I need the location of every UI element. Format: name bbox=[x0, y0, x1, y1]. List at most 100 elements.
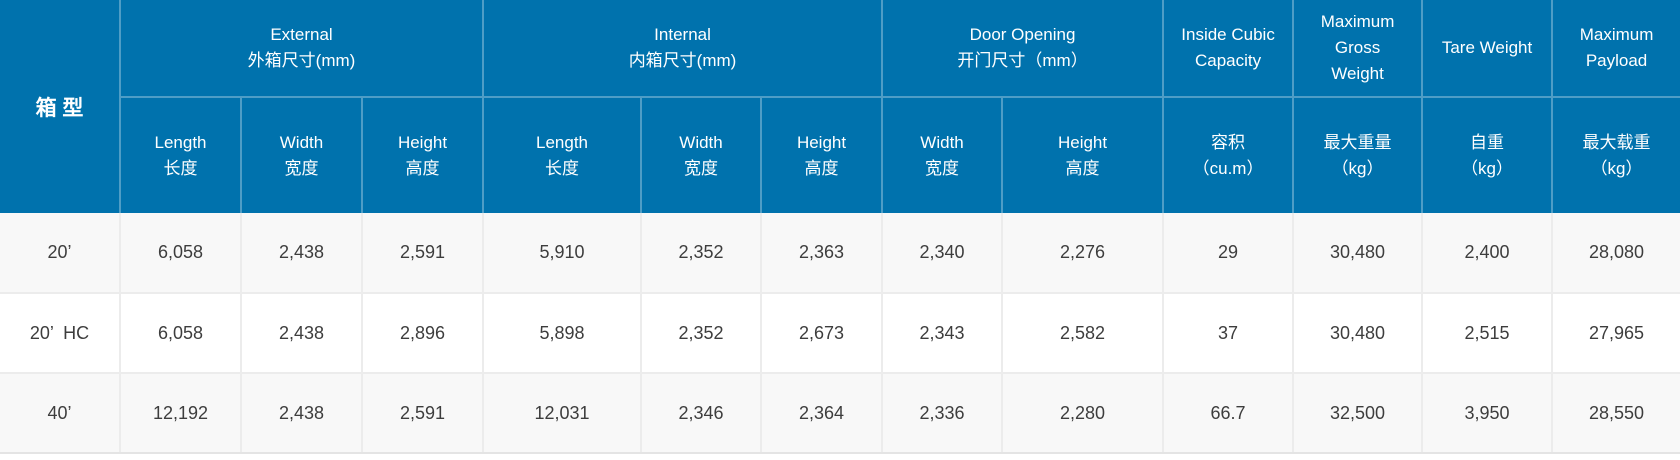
data-cell: 2,438 bbox=[240, 292, 362, 373]
data-cell: 2,438 bbox=[240, 372, 362, 454]
data-cell: 2,346 bbox=[640, 372, 762, 454]
group-label-en: External bbox=[270, 25, 333, 44]
row-type-cell: 20’ HC bbox=[0, 292, 120, 373]
data-cell: 6,058 bbox=[119, 213, 241, 293]
metric-label-en: Tare Weight bbox=[1441, 38, 1533, 57]
subcol-label-zh: 宽度 bbox=[925, 158, 960, 178]
metric-label-zh: 最大重量 bbox=[1323, 132, 1392, 152]
data-cell: 2,591 bbox=[360, 213, 484, 293]
metric-label-en: Maximum Payload bbox=[1579, 25, 1654, 70]
col-header-door-width: Width 宽度 bbox=[881, 96, 1003, 213]
col-header-box-type: 箱 型 bbox=[0, 0, 120, 213]
col-header-gross-weight-unit: 最大重量 （kg） bbox=[1292, 96, 1423, 213]
data-cell: 3,950 bbox=[1421, 372, 1553, 454]
data-cell: 2,400 bbox=[1421, 213, 1553, 293]
subcol-label-zh: 高度 bbox=[804, 158, 839, 178]
col-group-door-opening: Door Opening 开门尺寸（mm） bbox=[881, 0, 1164, 97]
data-cell: 27,965 bbox=[1551, 292, 1680, 373]
subcol-label-zh: 高度 bbox=[1065, 158, 1100, 178]
metric-label-zh: 最大载重 bbox=[1582, 132, 1651, 152]
table-body: 20’ 6,058 2,438 2,591 5,910 2,352 2,363 … bbox=[0, 213, 1680, 454]
data-cell: 32,500 bbox=[1292, 372, 1423, 454]
data-cell: 2,343 bbox=[881, 292, 1003, 373]
col-header-maximum-payload: Maximum Payload bbox=[1551, 0, 1680, 97]
metric-label-zh: 容积 bbox=[1211, 132, 1246, 152]
table-row-40ft: 40’ 12,192 2,438 2,591 12,031 2,346 2,36… bbox=[0, 372, 1680, 454]
col-header-internal-length: Length 长度 bbox=[482, 96, 642, 213]
metric-unit: （kg） bbox=[1590, 158, 1643, 178]
sub-header-row: Length 长度 Width 宽度 Height 高度 Length 长度 W… bbox=[0, 96, 1680, 213]
col-group-internal: Internal 内箱尺寸(mm) bbox=[482, 0, 883, 97]
data-cell: 2,591 bbox=[360, 372, 484, 454]
data-cell: 5,910 bbox=[482, 213, 642, 293]
data-cell: 2,582 bbox=[1001, 292, 1164, 373]
group-label-en: Internal bbox=[654, 25, 711, 44]
subcol-label-en: Height bbox=[397, 132, 448, 152]
data-cell: 5,898 bbox=[482, 292, 642, 373]
table-row-20ft-hc: 20’ HC 6,058 2,438 2,896 5,898 2,352 2,6… bbox=[0, 292, 1680, 373]
metric-unit: （cu.m） bbox=[1192, 158, 1264, 178]
data-cell: 12,031 bbox=[482, 372, 642, 454]
col-header-internal-height: Height 高度 bbox=[760, 96, 883, 213]
data-cell: 28,550 bbox=[1551, 372, 1680, 454]
row-type-cell: 40’ bbox=[0, 372, 120, 454]
row-type-cell: 20’ bbox=[0, 213, 120, 293]
data-cell: 2,276 bbox=[1001, 213, 1164, 293]
data-cell: 2,364 bbox=[760, 372, 883, 454]
data-cell: 2,896 bbox=[360, 292, 484, 373]
data-cell: 2,336 bbox=[881, 372, 1003, 454]
data-cell: 2,515 bbox=[1421, 292, 1553, 373]
group-label-zh: 开门尺寸（mm） bbox=[957, 51, 1088, 70]
data-cell: 2,438 bbox=[240, 213, 362, 293]
col-header-external-height: Height 高度 bbox=[360, 96, 484, 213]
col-header-tare-weight-unit: 自重 （kg） bbox=[1421, 96, 1553, 213]
group-header-row: 箱 型 External 外箱尺寸(mm) Internal 内箱尺寸(mm) … bbox=[0, 0, 1680, 213]
subcol-label-zh: 宽度 bbox=[684, 158, 719, 178]
subcol-label-zh: 长度 bbox=[163, 158, 198, 178]
metric-unit: （kg） bbox=[1331, 158, 1384, 178]
col-header-inside-cubic-capacity: Inside Cubic Capacity bbox=[1162, 0, 1294, 97]
subcol-label-en: Width bbox=[920, 132, 964, 152]
data-cell: 2,673 bbox=[760, 292, 883, 373]
subcol-label-zh: 长度 bbox=[545, 158, 580, 178]
metric-label-en: Maximum Gross Weight bbox=[1320, 12, 1395, 83]
metric-unit: （kg） bbox=[1461, 158, 1514, 178]
group-label-en: Door Opening bbox=[969, 25, 1076, 44]
data-cell: 2,352 bbox=[640, 292, 762, 373]
subcol-label-en: Width bbox=[679, 132, 723, 152]
metric-label-en: Inside Cubic Capacity bbox=[1181, 25, 1275, 70]
table-header: 箱 型 External 外箱尺寸(mm) Internal 内箱尺寸(mm) … bbox=[0, 0, 1680, 213]
col-header-tare-weight: Tare Weight bbox=[1421, 0, 1553, 97]
subcol-label-en: Width bbox=[279, 132, 324, 152]
data-cell: 66.7 bbox=[1162, 372, 1294, 454]
col-header-door-height: Height 高度 bbox=[1001, 96, 1164, 213]
subcol-label-en: Height bbox=[1057, 132, 1108, 152]
subcol-label-en: Height bbox=[796, 132, 847, 152]
subcol-label-en: Length bbox=[536, 132, 589, 152]
metric-label-zh: 自重 bbox=[1470, 132, 1505, 152]
data-cell: 2,340 bbox=[881, 213, 1003, 293]
data-cell: 2,363 bbox=[760, 213, 883, 293]
data-cell: 2,280 bbox=[1001, 372, 1164, 454]
subcol-label-en: Length bbox=[154, 132, 207, 152]
data-cell: 29 bbox=[1162, 213, 1294, 293]
col-header-payload-unit: 最大载重 （kg） bbox=[1551, 96, 1680, 213]
table-row-20ft: 20’ 6,058 2,438 2,591 5,910 2,352 2,363 … bbox=[0, 213, 1680, 293]
subcol-label-zh: 高度 bbox=[405, 158, 440, 178]
col-header-maximum-gross-weight: Maximum Gross Weight bbox=[1292, 0, 1423, 97]
col-header-external-length: Length 长度 bbox=[119, 96, 241, 213]
subcol-label-zh: 宽度 bbox=[284, 158, 319, 178]
col-header-external-width: Width 宽度 bbox=[240, 96, 362, 213]
data-cell: 37 bbox=[1162, 292, 1294, 373]
col-header-internal-width: Width 宽度 bbox=[640, 96, 762, 213]
data-cell: 6,058 bbox=[119, 292, 241, 373]
data-cell: 30,480 bbox=[1292, 213, 1423, 293]
group-label-zh: 内箱尺寸(mm) bbox=[628, 51, 737, 70]
col-group-external: External 外箱尺寸(mm) bbox=[118, 0, 484, 97]
group-label-zh: 外箱尺寸(mm) bbox=[247, 51, 356, 70]
data-cell: 12,192 bbox=[119, 372, 241, 454]
data-cell: 2,352 bbox=[640, 213, 762, 293]
data-cell: 30,480 bbox=[1292, 292, 1423, 373]
col-header-capacity-unit: 容积 （cu.m） bbox=[1162, 96, 1294, 213]
